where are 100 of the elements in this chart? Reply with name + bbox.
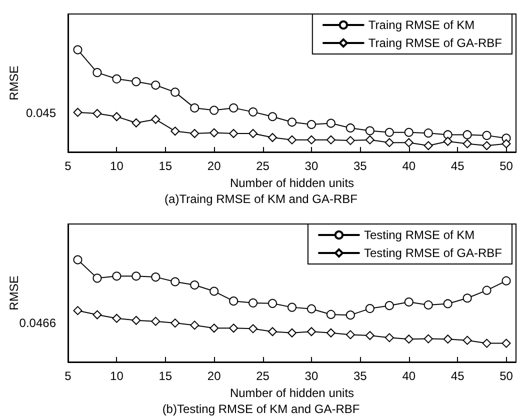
point (112, 112, 122, 122)
point (190, 280, 200, 290)
point (210, 323, 219, 332)
point (112, 271, 122, 280)
y-axis-title: RMSE (7, 66, 21, 100)
x-tick-label: 50 (500, 159, 514, 173)
x-tick-label: 30 (304, 159, 318, 173)
point (346, 310, 355, 320)
text: 0.045 (26, 106, 56, 120)
text: (a)Traing RMSE of KM and GA-RBF (164, 192, 358, 206)
x-tick-label: 45 (450, 159, 465, 173)
x-tick-label: 10 (110, 159, 124, 173)
x-tick-label: 5 (64, 368, 72, 382)
point (404, 334, 414, 344)
point (326, 118, 336, 128)
point (482, 130, 492, 140)
legend-label: Testing RMSE of GA-RBF (364, 246, 502, 260)
point (365, 135, 374, 144)
x-axis-title: Number of hidden units (230, 176, 354, 190)
point (482, 338, 492, 348)
point (248, 324, 258, 333)
x-tick-label: 45 (450, 368, 465, 382)
point (73, 45, 82, 54)
point (424, 334, 433, 343)
point (190, 129, 200, 138)
point (502, 276, 511, 285)
point (482, 285, 492, 294)
point (462, 130, 472, 140)
x-tick-label: 10 (110, 368, 124, 382)
point (365, 304, 374, 313)
point (346, 330, 355, 339)
x-tick-label: 20 (207, 159, 222, 173)
point (73, 108, 82, 117)
point (92, 68, 102, 78)
point (384, 138, 394, 148)
point (248, 129, 258, 138)
point (210, 106, 219, 115)
point (365, 126, 374, 136)
point (73, 306, 82, 315)
point (170, 88, 180, 97)
point (248, 298, 258, 307)
x-tick-label: 50 (500, 368, 514, 382)
point (502, 338, 511, 348)
point (462, 335, 472, 344)
x-tick-label: 30 (304, 368, 318, 382)
point (112, 313, 122, 322)
point (229, 323, 238, 332)
point (210, 286, 219, 296)
point (443, 130, 452, 140)
point (229, 103, 238, 112)
point (306, 326, 316, 336)
point (424, 141, 433, 150)
point (229, 129, 238, 138)
text: 0.0466 (19, 316, 56, 330)
point (326, 309, 336, 318)
point (306, 135, 316, 144)
point (288, 135, 296, 144)
y-axis-title: RMSE (7, 275, 21, 310)
point (346, 123, 355, 132)
point (384, 332, 394, 342)
point (288, 328, 296, 337)
point (132, 118, 141, 128)
point (462, 293, 472, 302)
point (151, 272, 160, 282)
point (326, 135, 336, 144)
point (288, 118, 296, 127)
point (92, 108, 102, 118)
point (268, 132, 278, 142)
point (170, 318, 180, 328)
point (73, 254, 82, 264)
x-axis-title: Number of hidden units (230, 385, 354, 400)
point (502, 139, 511, 148)
point (112, 74, 122, 84)
x-tick-label: 25 (256, 368, 270, 382)
x-tick-label: 25 (256, 159, 270, 173)
point (268, 112, 278, 122)
point (424, 128, 433, 138)
point (268, 298, 278, 308)
point (248, 107, 258, 116)
point (424, 300, 433, 309)
point (404, 296, 414, 306)
point (365, 330, 374, 340)
point (132, 77, 141, 86)
legend-label: Testing RMSE of KM (364, 228, 475, 242)
point (151, 114, 160, 124)
point (170, 126, 180, 136)
point (288, 302, 296, 312)
point (306, 120, 316, 129)
point (443, 334, 452, 344)
point (443, 298, 452, 308)
point (306, 304, 316, 313)
point (190, 103, 200, 112)
x-tick-label: 15 (158, 368, 172, 382)
point (268, 326, 278, 336)
x-tick-label: 15 (158, 159, 172, 173)
x-tick-label: 40 (402, 368, 416, 382)
point (346, 136, 355, 146)
x-tick-label: 35 (353, 159, 368, 173)
point (132, 315, 141, 324)
point (443, 136, 452, 146)
